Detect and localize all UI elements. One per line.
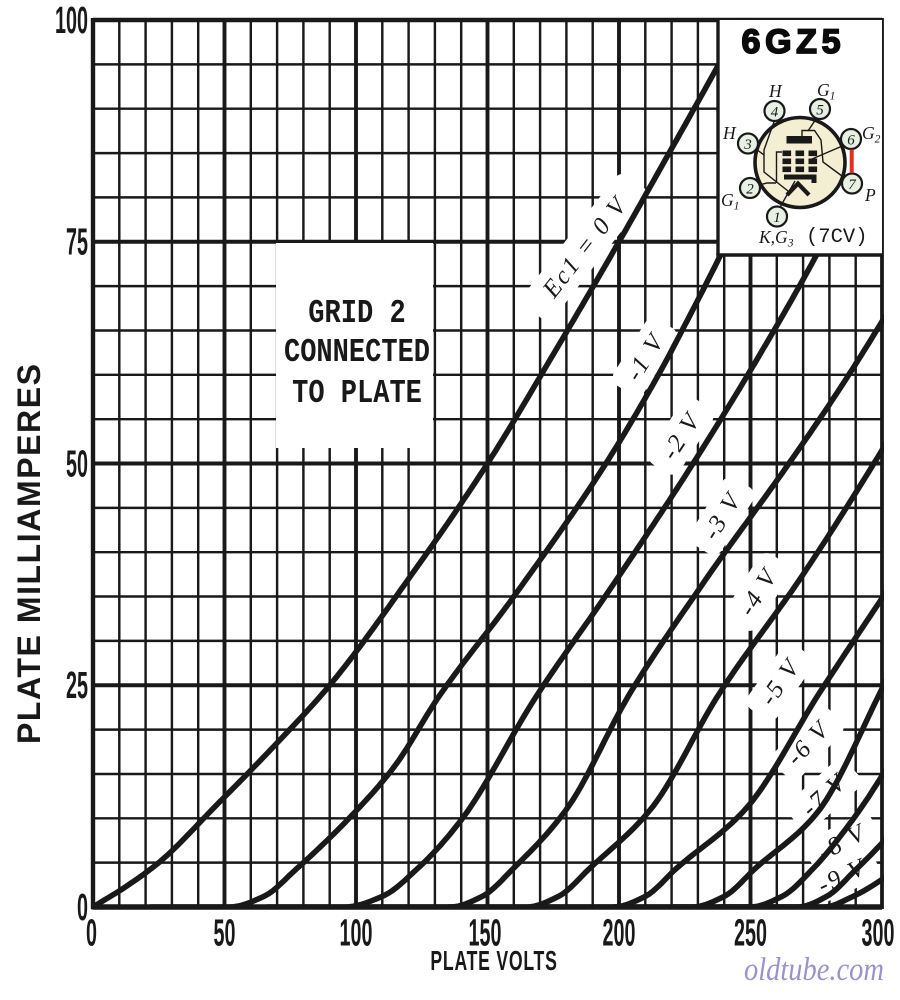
- svg-text:TO PLATE: TO PLATE: [292, 376, 422, 413]
- svg-text:3: 3: [743, 137, 752, 153]
- svg-text:P: P: [864, 185, 876, 205]
- svg-text:GRID 2: GRID 2: [308, 296, 405, 333]
- svg-text:300: 300: [862, 913, 895, 954]
- svg-text:150: 150: [469, 913, 502, 954]
- svg-text:(7CV): (7CV): [806, 226, 868, 249]
- svg-text:75: 75: [66, 222, 88, 263]
- svg-text:250: 250: [734, 913, 767, 954]
- svg-text:H: H: [768, 81, 783, 101]
- svg-text:PLATE MILLIAMPERES: PLATE MILLIAMPERES: [11, 364, 47, 744]
- svg-text:25: 25: [66, 665, 88, 706]
- svg-text:100: 100: [55, 0, 88, 41]
- svg-text:6: 6: [847, 133, 855, 149]
- svg-text:PLATE VOLTS: PLATE VOLTS: [430, 945, 557, 976]
- svg-text:K,G3: K,G3: [758, 227, 794, 250]
- svg-text:6GZ5: 6GZ5: [742, 23, 841, 61]
- svg-text:oldtube.com: oldtube.com: [744, 952, 884, 988]
- svg-text:0: 0: [77, 887, 88, 928]
- svg-text:200: 200: [603, 913, 636, 954]
- svg-text:0: 0: [86, 913, 97, 954]
- svg-text:100: 100: [340, 913, 373, 954]
- svg-text:50: 50: [214, 913, 236, 954]
- svg-text:5: 5: [816, 103, 824, 119]
- svg-text:50: 50: [66, 444, 88, 485]
- svg-text:7: 7: [848, 177, 857, 193]
- svg-text:4: 4: [771, 105, 779, 121]
- svg-text:CONNECTED: CONNECTED: [284, 335, 430, 372]
- svg-text:H: H: [722, 123, 737, 143]
- svg-text:2: 2: [746, 182, 754, 198]
- svg-text:1: 1: [773, 210, 781, 226]
